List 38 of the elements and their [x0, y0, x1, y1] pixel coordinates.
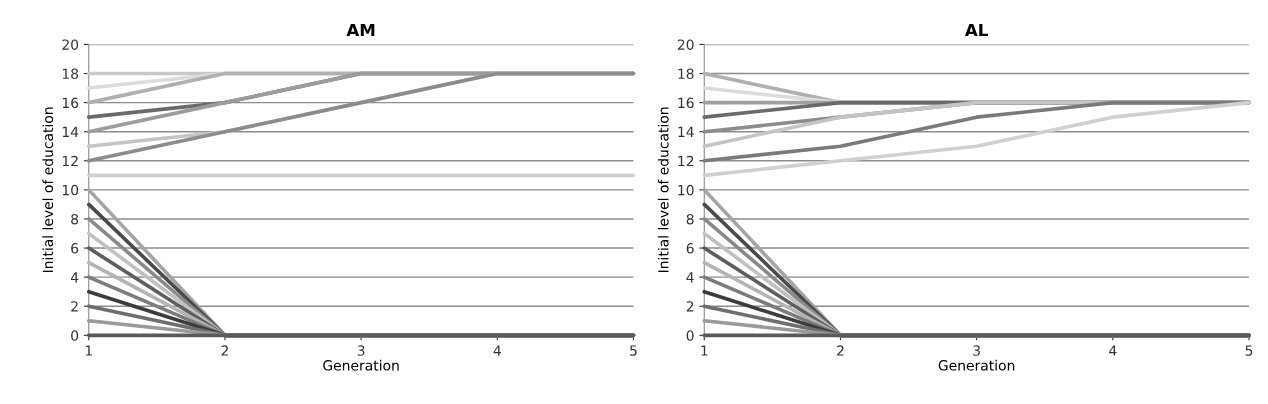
y-tick-label: 0: [686, 330, 694, 341]
y-axis-title: Initial level of education: [42, 107, 54, 273]
x-axis-title: Generation: [323, 359, 399, 371]
x-tick-label: 4: [493, 345, 501, 356]
y-tick-label: 16: [62, 97, 79, 109]
y-tick-label: 12: [62, 155, 78, 167]
y-tick-label: 8: [71, 213, 79, 225]
chart-title: AM: [346, 23, 375, 37]
x-tick-label: 5: [630, 345, 637, 356]
y-tick-label: 20: [677, 39, 694, 50]
y-tick-label: 18: [62, 68, 79, 79]
x-tick-label: 2: [837, 345, 844, 356]
y-tick-label: 2: [686, 301, 694, 312]
y-tick-label: 4: [70, 272, 79, 283]
y-tick-label: 10: [62, 184, 79, 196]
y-tick-label: 12: [678, 155, 694, 167]
y-axis-title: Initial level of education: [657, 107, 669, 273]
y-tick-label: 8: [686, 213, 694, 225]
y-tick-label: 18: [678, 68, 694, 79]
y-tick-label: 14: [62, 126, 79, 137]
y-tick-label: 6: [71, 243, 79, 254]
x-tick-label: 3: [357, 345, 365, 356]
y-tick-label: 0: [71, 330, 79, 341]
x-tick-label: 3: [973, 345, 980, 356]
y-tick-label: 20: [62, 39, 79, 50]
y-tick-label: 16: [678, 97, 694, 109]
x-axis-title: Generation: [938, 359, 1015, 371]
x-tick-label: 1: [701, 345, 708, 356]
x-tick-label: 1: [85, 345, 92, 356]
y-tick-label: 14: [678, 126, 694, 137]
chart-title: AL: [964, 23, 988, 37]
x-tick-label: 4: [1109, 345, 1117, 356]
y-tick-label: 10: [678, 184, 694, 196]
x-tick-label: 5: [1245, 345, 1253, 356]
x-tick-label: 2: [221, 345, 228, 356]
y-tick-label: 6: [686, 243, 694, 254]
y-tick-label: 2: [71, 301, 78, 312]
y-tick-label: 4: [686, 272, 694, 283]
